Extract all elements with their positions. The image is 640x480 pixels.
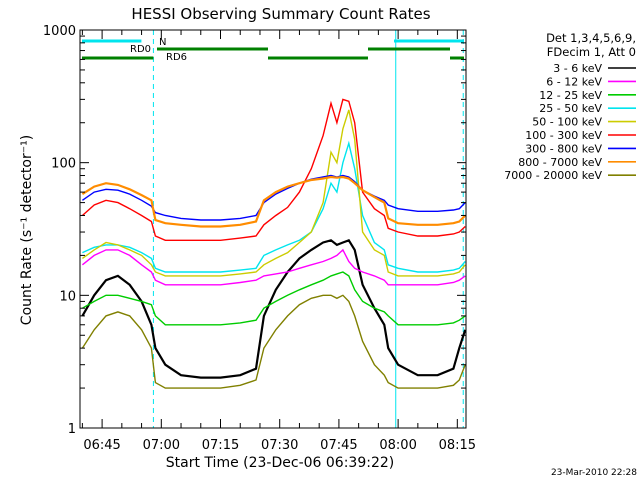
x-tick-label-5: 08:00 <box>379 438 416 453</box>
series-line-4 <box>81 109 466 277</box>
state-label-n: N <box>159 37 166 48</box>
series-line-1 <box>81 248 466 286</box>
series-line-8 <box>81 294 466 389</box>
chart-title: HESSI Observing Summary Count Rates <box>131 5 430 23</box>
legend-label-2: 12 - 25 keV <box>539 89 602 102</box>
state-label-rd6: RD6 <box>166 52 187 63</box>
timestamp: 23-Mar-2010 22:28 <box>551 468 637 478</box>
legend-label-8: 7000 - 20000 keV <box>504 169 602 182</box>
x-axis-label: Start Time (23-Dec-06 06:39:22) <box>166 455 394 471</box>
x-tick-label-2: 07:15 <box>202 438 239 453</box>
x-tick-label-4: 07:45 <box>320 438 357 453</box>
legend-label-3: 25 - 50 keV <box>539 102 602 115</box>
legend: Det 1,3,4,5,6,9,FDecim 1, Att 0 3 - 6 keV… <box>504 31 636 182</box>
plot-frame <box>79 29 467 429</box>
legend-label-6: 300 - 800 keV <box>525 142 602 155</box>
series-line-5 <box>81 98 466 242</box>
legend-label-7: 800 - 7000 keV <box>518 156 602 169</box>
x-tick-label-0: 06:45 <box>83 438 120 453</box>
state-label-rd0: RD0 <box>130 44 151 55</box>
series-line-7 <box>81 175 466 228</box>
legend-header-1: FDecim 1, Att 0 <box>547 45 636 59</box>
axes: 1 10 100 1000 06:45 07:00 07:15 07:30 07:45 08:00… <box>43 24 476 453</box>
y-tick-label-2: 100 <box>51 157 76 172</box>
series-line-0 <box>81 238 467 379</box>
legend-label-4: 50 - 100 keV <box>532 116 602 129</box>
plot-area: N RD0 RD6 <box>79 30 467 428</box>
series-line-2 <box>82 271 466 326</box>
x-tick-label-6: 08:15 <box>439 438 476 453</box>
legend-label-0: 3 - 6 keV <box>553 62 602 75</box>
y-tick-label-1: 10 <box>59 289 76 304</box>
legend-label-5: 100 - 300 keV <box>525 129 602 142</box>
series-line-3 <box>82 140 466 273</box>
x-tick-label-1: 07:00 <box>143 438 180 453</box>
x-tick-label-3: 07:30 <box>261 438 298 453</box>
y-tick-label-3: 1000 <box>43 24 76 39</box>
y-axis-label: Count Rate (s⁻¹ detector⁻¹) <box>19 135 35 325</box>
legend-label-1: 6 - 12 keV <box>546 75 602 88</box>
legend-header-0: Det 1,3,4,5,6,9, <box>546 31 636 45</box>
y-tick-label-0: 1 <box>68 422 76 437</box>
